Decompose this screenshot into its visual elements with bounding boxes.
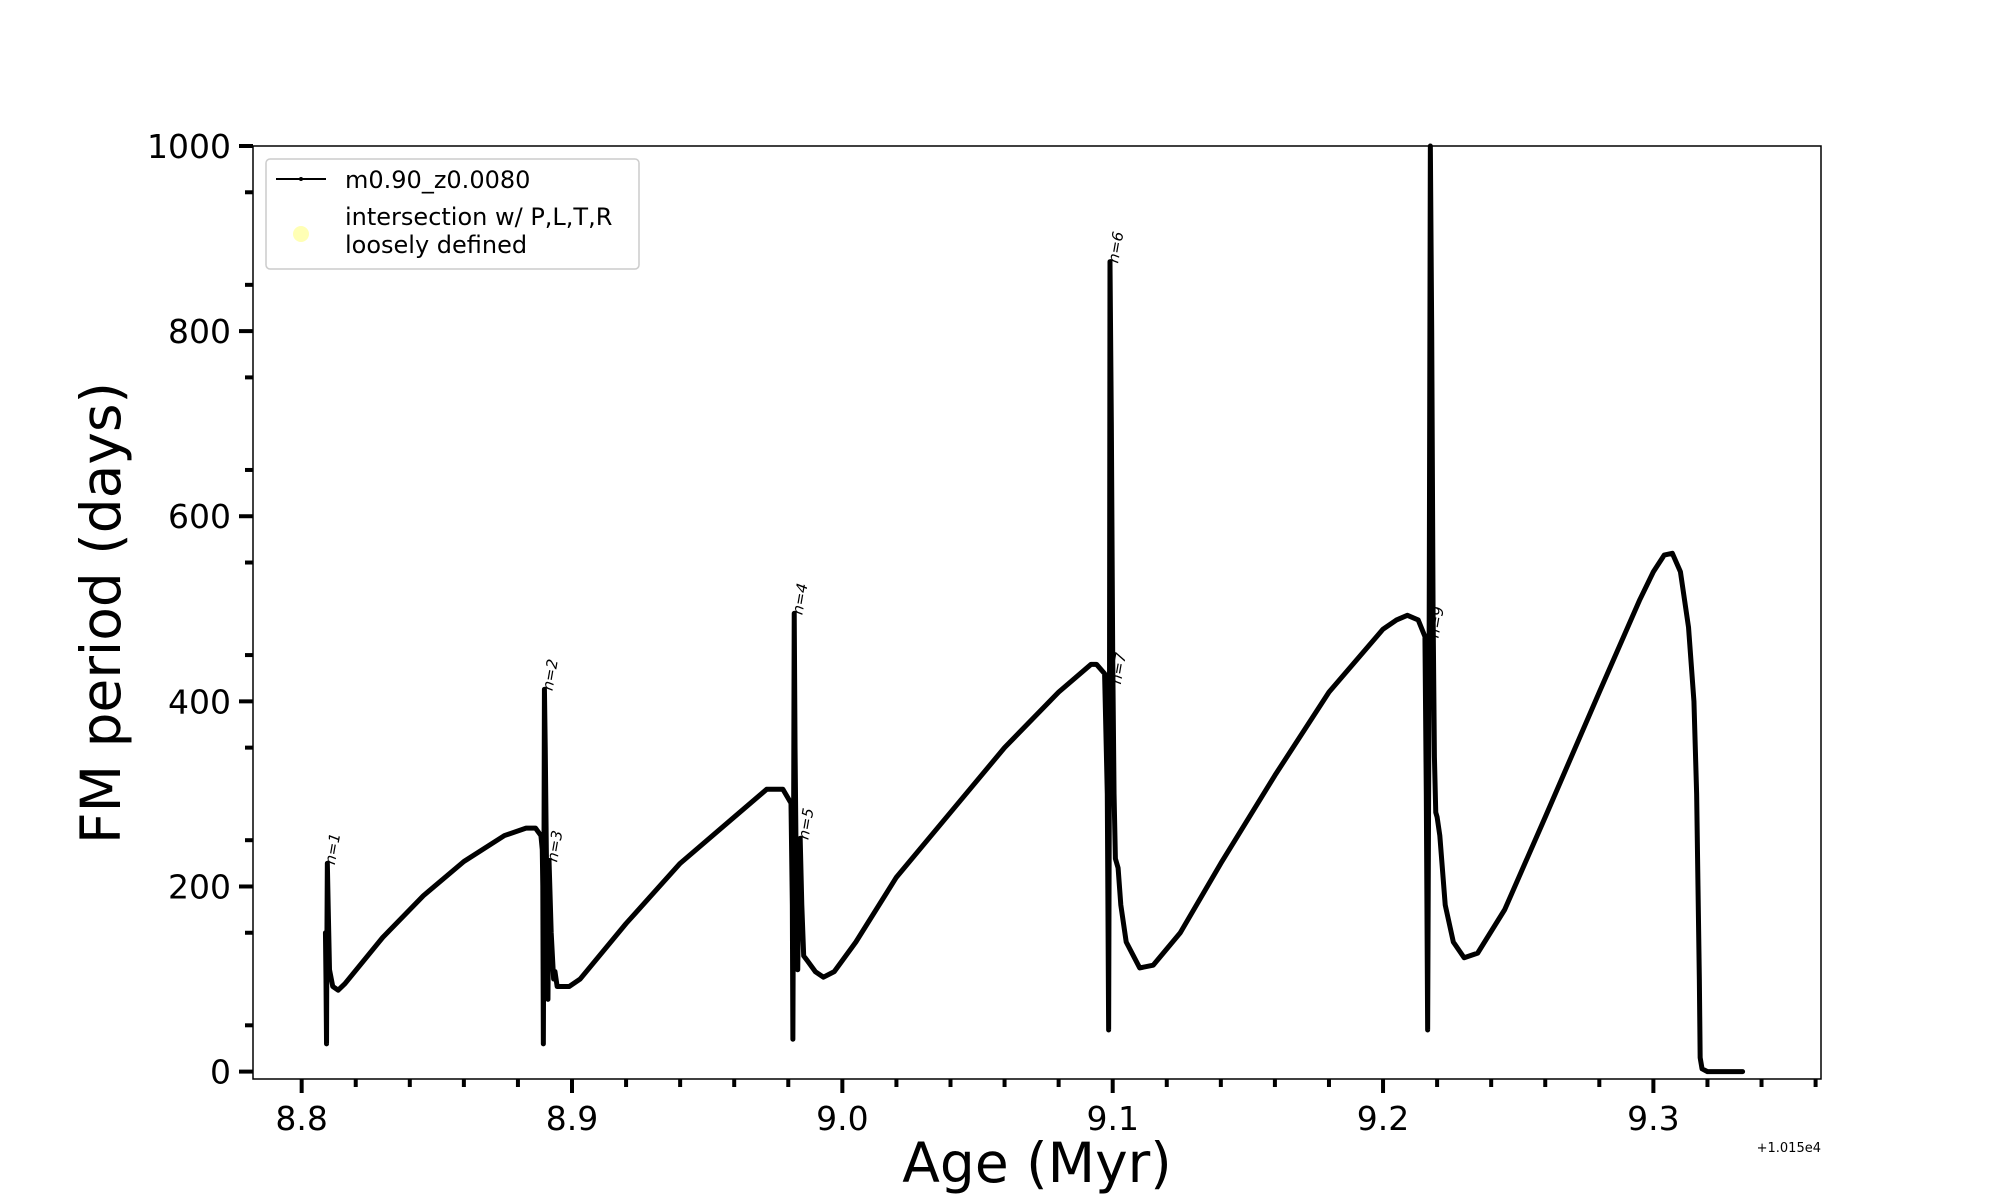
legend-frame — [265, 158, 640, 270]
y-tick-label: 400 — [168, 682, 231, 721]
x-offset-label: +1.015e4 — [1757, 1141, 1821, 1156]
legend-intersection-label: intersection w/ P,L,T,R loosely defined — [345, 203, 612, 259]
legend-intersection-marker — [293, 226, 309, 242]
minor-ticks — [245, 190, 1818, 1087]
peak-annotation: n=9 — [1425, 605, 1448, 639]
y-tick-label: 0 — [210, 1053, 231, 1092]
peak-annotation: n=7 — [1107, 651, 1130, 686]
peak-annotation: n=1 — [321, 832, 344, 866]
x-axis-label: Age (Myr) — [902, 1131, 1171, 1195]
legend-series-label: m0.90_z0.0080 — [345, 166, 530, 194]
legend-intersection-label-line: intersection w/ P,L,T,R — [345, 203, 612, 231]
x-tick-label: 9.3 — [1627, 1099, 1679, 1138]
series-line — [322, 143, 1746, 1075]
x-tick-label: 8.8 — [275, 1099, 327, 1138]
x-tick-label: 9.0 — [816, 1099, 868, 1138]
peak-annotation: n=5 — [794, 807, 817, 841]
legend-line-dot — [299, 177, 303, 181]
y-tick-label: 800 — [168, 312, 231, 351]
peak-annotation: n=2 — [539, 658, 562, 692]
y-tick-label: 600 — [168, 497, 231, 536]
peak-annotation: n=6 — [1104, 230, 1127, 264]
peak-annotation: n=4 — [788, 582, 811, 616]
y-axis-label: FM period (days) — [69, 382, 133, 844]
x-tick-label: 9.1 — [1086, 1099, 1138, 1138]
legend-intersection-label-line: loosely defined — [345, 231, 527, 259]
legend: m0.90_z0.0080 intersection w/ P,L,T,R loo… — [265, 158, 640, 270]
axes-frame — [252, 145, 1822, 1080]
annotations: n=1 n=2 n=3 n=4 n=5 n=6 n=7 n=9 — [321, 230, 1448, 866]
tick-labels: 0 200 400 600 800 1000 8.8 8.9 9.0 9.1 9.2 9.3 — [147, 127, 1680, 1138]
peak-annotation: n=3 — [543, 829, 566, 863]
x-tick-label: 9.2 — [1357, 1099, 1409, 1138]
y-tick-label: 200 — [168, 867, 231, 906]
y-tick-label: 1000 — [147, 127, 231, 166]
x-tick-label: 8.9 — [546, 1099, 598, 1138]
major-ticks — [239, 144, 1656, 1093]
